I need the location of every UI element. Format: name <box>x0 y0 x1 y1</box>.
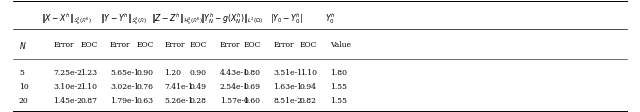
Text: 7.25e-2: 7.25e-2 <box>54 68 83 76</box>
Text: 1.57e-1: 1.57e-1 <box>220 97 249 104</box>
Text: 0.80: 0.80 <box>243 68 260 76</box>
Text: 4.81e-2: 4.81e-2 <box>273 111 303 112</box>
Text: 0.94: 0.94 <box>300 82 317 90</box>
Text: 0.28: 0.28 <box>189 97 207 104</box>
Text: 3.51e-1: 3.51e-1 <box>273 68 303 76</box>
Text: 0.90: 0.90 <box>189 68 207 76</box>
Text: 8.51e-2: 8.51e-2 <box>273 97 303 104</box>
Text: 0.69: 0.69 <box>243 82 260 90</box>
Text: 5.65e-1: 5.65e-1 <box>110 68 139 76</box>
Text: $Y_0^h$: $Y_0^h$ <box>325 11 335 26</box>
Text: 1.04e-1: 1.04e-1 <box>220 111 249 112</box>
Text: 0.90: 0.90 <box>136 68 153 76</box>
Text: 4.34e-1: 4.34e-1 <box>164 111 193 112</box>
Text: 1.79e-1: 1.79e-1 <box>110 97 139 104</box>
Text: 7.41e-1: 7.41e-1 <box>164 82 193 90</box>
Text: Error: Error <box>110 41 131 49</box>
Text: 1.51: 1.51 <box>330 111 347 112</box>
Text: 0.69: 0.69 <box>300 111 317 112</box>
Text: 4.43e-1: 4.43e-1 <box>220 68 249 76</box>
Text: 3.10e-2: 3.10e-2 <box>54 82 83 90</box>
Text: 0.82: 0.82 <box>300 97 317 104</box>
Text: $\|Y - Y^h\|_{\mathcal{S}_h^2(\mathbb{R})}$: $\|Y - Y^h\|_{\mathcal{S}_h^2(\mathbb{R}… <box>100 11 147 26</box>
Text: 1.20: 1.20 <box>164 68 182 76</box>
Text: 0.35: 0.35 <box>81 111 97 112</box>
Text: 1.55: 1.55 <box>330 82 347 90</box>
Text: EOC: EOC <box>243 41 261 49</box>
Text: 5.26e-1: 5.26e-1 <box>164 97 193 104</box>
Text: 0.49: 0.49 <box>189 82 207 90</box>
Text: 1.23: 1.23 <box>81 68 97 76</box>
Text: 1.45e-2: 1.45e-2 <box>54 97 83 104</box>
Text: Error: Error <box>220 41 240 49</box>
Text: 1.80: 1.80 <box>330 68 347 76</box>
Text: 3.02e-1: 3.02e-1 <box>110 82 139 90</box>
Text: $\|Y_N^h - g(X_N^h)\|_{L^2(\Omega)}$: $\|Y_N^h - g(X_N^h)\|_{L^2(\Omega)}$ <box>200 11 263 26</box>
Text: Error: Error <box>54 41 74 49</box>
Text: $\|Z - Z^h\|_{\mathcal{H}_h^2(\mathbb{R}^6)}$: $\|Z - Z^h\|_{\mathcal{H}_h^2(\mathbb{R}… <box>151 11 203 26</box>
Text: 0.87: 0.87 <box>81 97 97 104</box>
Text: EOC: EOC <box>189 41 207 49</box>
Text: 1.10: 1.10 <box>81 82 97 90</box>
Text: 1.55: 1.55 <box>330 97 347 104</box>
Text: $N$: $N$ <box>19 40 26 51</box>
Text: $\|X - X^h\|_{\mathcal{S}_h^2(\mathbb{R}^6)}$: $\|X - X^h\|_{\mathcal{S}_h^2(\mathbb{R}… <box>42 11 92 26</box>
Text: 2.54e-1: 2.54e-1 <box>220 82 249 90</box>
Text: 40: 40 <box>19 111 29 112</box>
Text: $|Y_0 - Y_0^h|$: $|Y_0 - Y_0^h|$ <box>270 11 303 26</box>
Text: 0.60: 0.60 <box>243 97 260 104</box>
Text: Error: Error <box>273 41 294 49</box>
Text: 1.63e-1: 1.63e-1 <box>273 82 303 90</box>
Text: 0.54: 0.54 <box>243 111 260 112</box>
Text: Value: Value <box>330 41 351 49</box>
Text: 20: 20 <box>19 97 29 104</box>
Text: 1.15-1: 1.15-1 <box>110 111 134 112</box>
Text: 5: 5 <box>19 68 24 76</box>
Text: EOC: EOC <box>136 41 154 49</box>
Text: EOC: EOC <box>81 41 98 49</box>
Text: EOC: EOC <box>300 41 317 49</box>
Text: Error: Error <box>164 41 185 49</box>
Text: 0.63: 0.63 <box>136 97 154 104</box>
Text: 0.53: 0.53 <box>136 111 154 112</box>
Text: 0.76: 0.76 <box>136 82 153 90</box>
Text: 10: 10 <box>19 82 29 90</box>
Text: 1.10: 1.10 <box>300 68 317 76</box>
Text: 0.18: 0.18 <box>189 111 207 112</box>
Text: 7.96e-3: 7.96e-3 <box>54 111 83 112</box>
